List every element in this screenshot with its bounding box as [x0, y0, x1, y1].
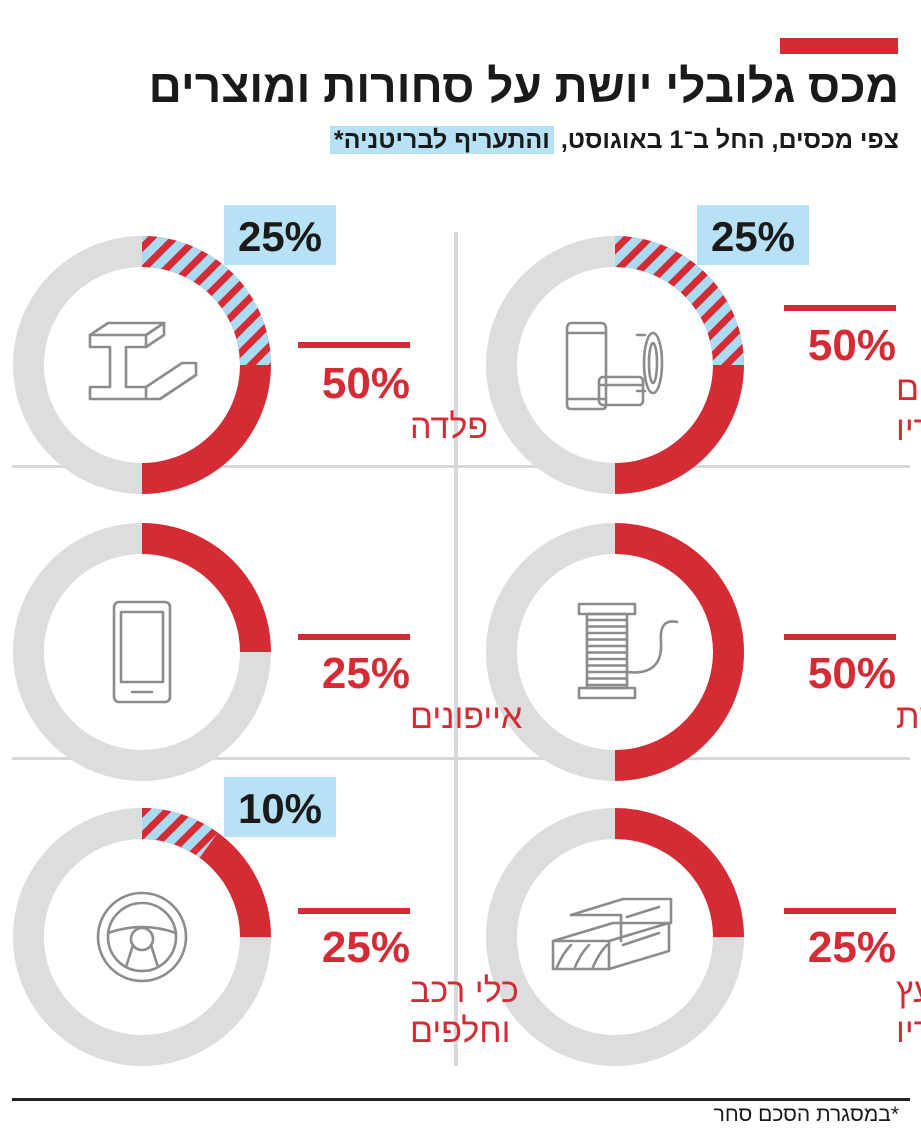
bottom-rule — [12, 1098, 910, 1101]
vertical-divider — [454, 232, 458, 1066]
smartphone-icon — [112, 600, 172, 704]
donut-chart-panel: 25%עץומוצריו — [485, 808, 921, 1067]
subtitle-main: צפי מכסים, החל ב־1 באוגוסט, — [560, 126, 899, 154]
tariff-slice — [615, 523, 744, 781]
tariff-slice — [615, 808, 744, 937]
horizontal-divider-top — [12, 465, 910, 468]
uk-tariff-slice — [615, 236, 744, 365]
tariff-value-label: 25% — [322, 923, 410, 972]
uk-tariff-label: 25% — [238, 213, 322, 260]
uk-tariff-slice — [142, 808, 218, 858]
uk-tariff-label: 25% — [711, 213, 795, 260]
tariff-value-label: 50% — [808, 321, 896, 370]
label-rule — [784, 305, 896, 311]
donut-chart-panel: 25% 50%פלדה — [13, 205, 488, 495]
category-label: אייפונים — [410, 698, 522, 736]
category-label: אלומיניום — [896, 370, 921, 408]
category-label: וחלפים — [410, 1012, 511, 1050]
subtitle-highlight-uk: והתעריף לבריטניה* — [329, 126, 554, 154]
donut-chart-panel: 25%אייפונים — [12, 523, 522, 781]
label-rule — [298, 908, 410, 914]
horizontal-divider-bottom — [12, 757, 910, 760]
aluminum-cans-icon — [565, 321, 664, 411]
tariff-slice — [142, 523, 271, 652]
page-title: מכס גלובלי יושת על סחורות ומוצרים — [148, 60, 899, 112]
category-label: ומוצריו — [896, 1012, 921, 1050]
uk-tariff-label-box — [224, 777, 336, 837]
steering-wheel-icon — [96, 891, 188, 983]
tariff-value-label: 50% — [322, 359, 410, 408]
label-rule — [298, 342, 410, 348]
lumber-icon — [551, 897, 673, 971]
uk-tariff-label-box — [697, 205, 809, 265]
label-rule — [298, 634, 410, 640]
label-rule — [784, 634, 896, 640]
accent-bar — [780, 38, 898, 54]
category-label: נחושת — [896, 698, 921, 736]
footnote: *במסגרת הסכם סחר — [713, 1103, 899, 1126]
uk-tariff-label-box — [224, 205, 336, 265]
category-label: פלדה — [410, 408, 488, 446]
label-rule — [784, 908, 896, 914]
uk-tariff-slice — [142, 236, 271, 365]
category-label: ומוצריו — [896, 410, 921, 448]
uk-tariff-label: 10% — [238, 785, 322, 832]
steel-beam-icon — [88, 321, 198, 401]
category-label: עץ — [896, 972, 921, 1010]
tariff-value-label: 25% — [322, 649, 410, 698]
tariff-value-label: 50% — [808, 649, 896, 698]
donut-chart-panel: 25% 50%אלומיניוםומוצריו — [486, 205, 921, 495]
tariff-value-label: 25% — [808, 923, 896, 972]
category-label: כלי רכב — [410, 972, 519, 1010]
copper-wire-spool-icon — [577, 602, 679, 700]
subtitle: צפי מכסים, החל ב־1 באוגוסט, והתעריף לברי… — [329, 124, 899, 157]
donut-chart-panel: 50%נחושת — [485, 523, 921, 782]
